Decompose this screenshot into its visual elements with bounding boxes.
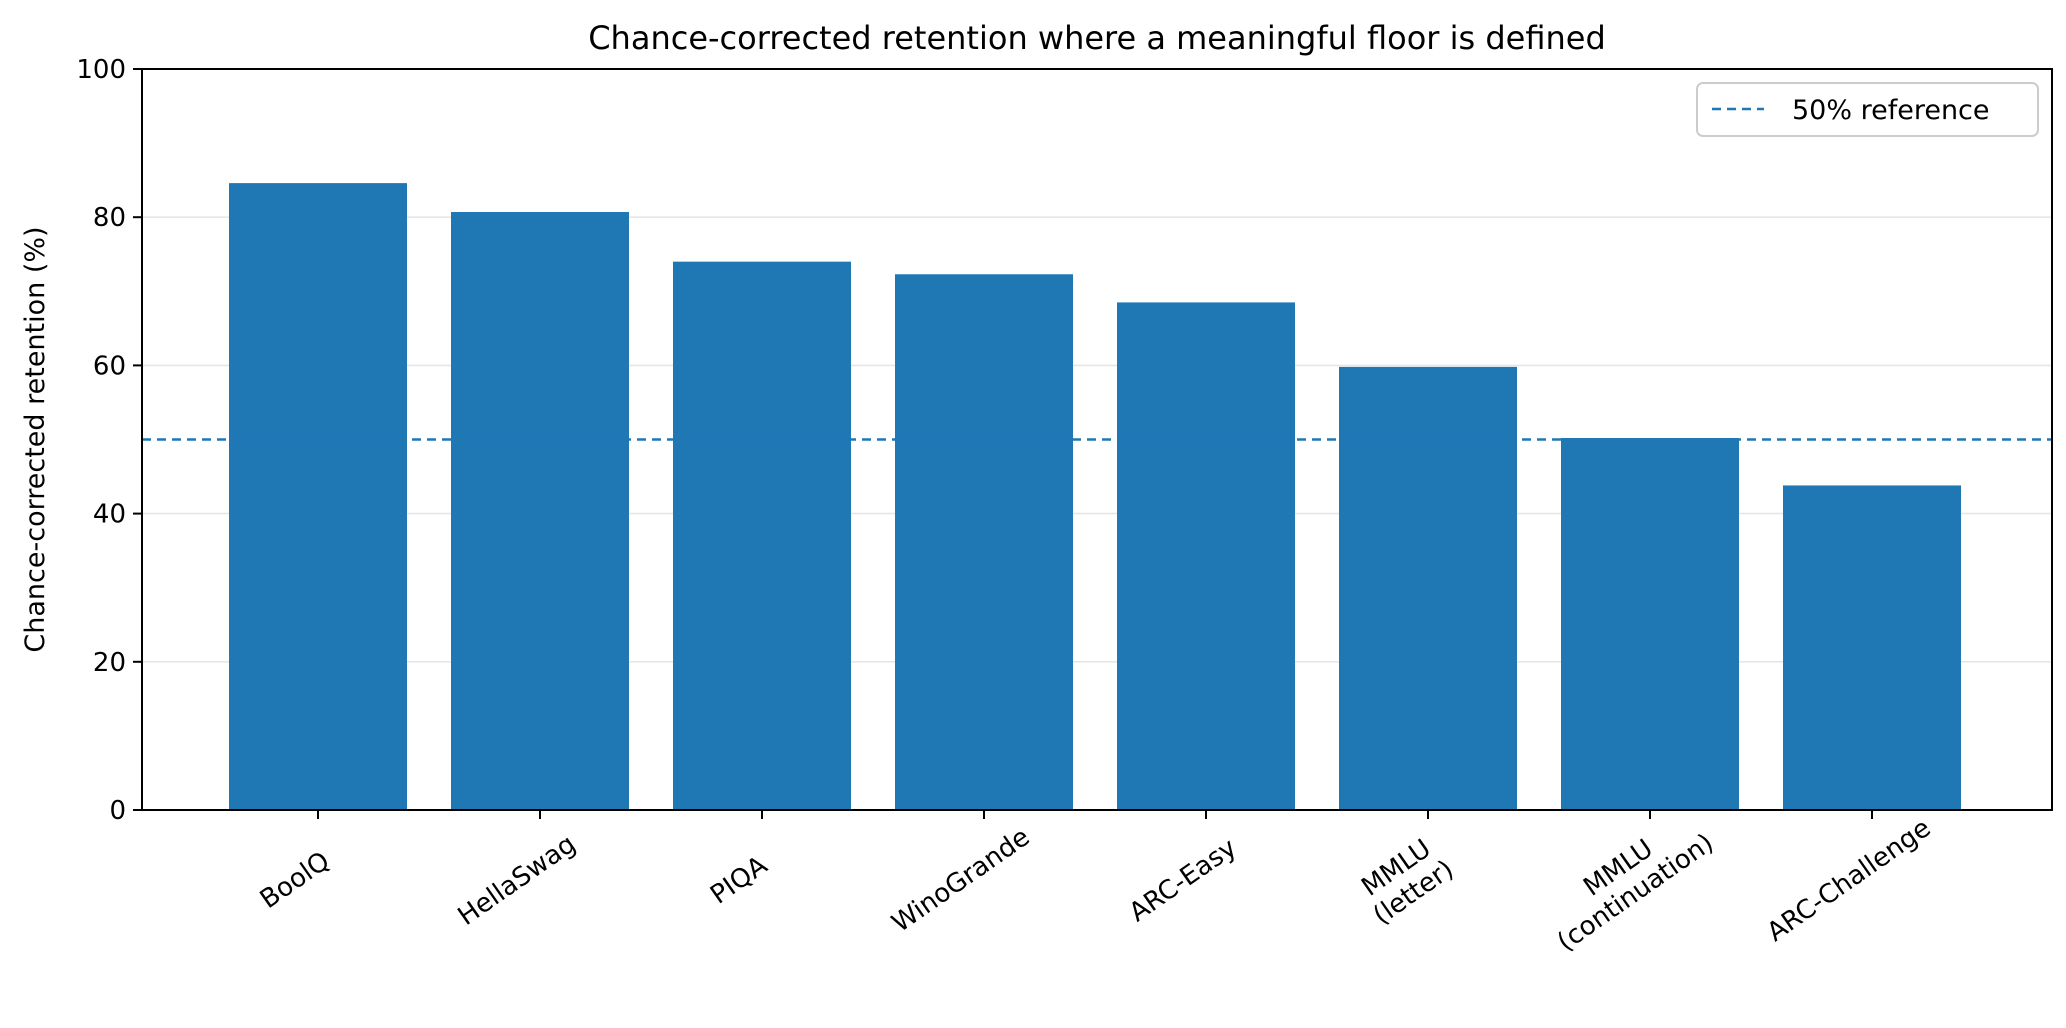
legend: 50% reference (1696, 82, 2039, 137)
legend-label: 50% reference (1792, 95, 1990, 126)
plot-frame (141, 68, 2053, 811)
axes (133, 68, 2053, 819)
bar (673, 261, 851, 810)
y-tick-label: 100 (76, 55, 126, 85)
y-tick-label: 60 (93, 351, 126, 381)
bar (1561, 438, 1739, 810)
y-tick-label: 80 (93, 203, 126, 233)
bar (229, 183, 407, 810)
bars (229, 183, 1961, 811)
chart-title: Chance-corrected retention where a meani… (588, 19, 1606, 57)
bar (1339, 366, 1517, 810)
bar (895, 274, 1073, 811)
bar (451, 212, 629, 810)
y-axis-label: Chance-corrected retention (%) (20, 226, 51, 652)
y-tick-label: 0 (109, 796, 126, 826)
bar (1117, 302, 1295, 810)
bar (1783, 485, 1961, 810)
y-tick-label: 40 (93, 500, 126, 530)
y-tick-label: 20 (93, 648, 126, 678)
legend-box (1696, 82, 2039, 137)
